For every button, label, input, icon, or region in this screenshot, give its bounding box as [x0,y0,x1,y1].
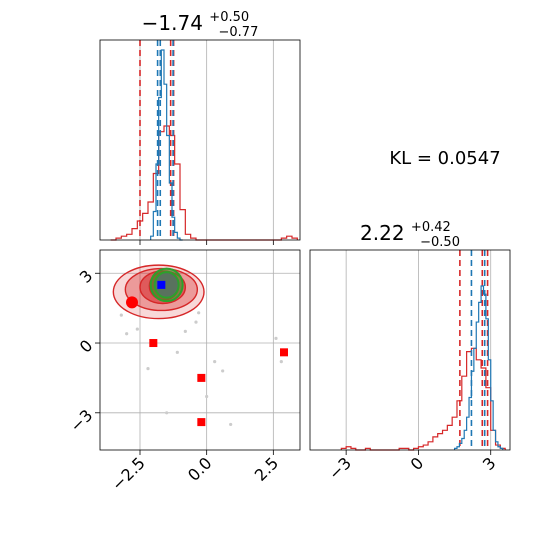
joint-sample-point [197,311,201,315]
marginal-param1-minus: −0.77 [219,25,259,40]
joint-x-tick-label: −2.5 [108,453,149,494]
marginal-param2-x-tick-label: −3 [325,453,355,483]
joint-sample-point [175,350,179,354]
joint-highlight-point [126,296,138,309]
joint-sample-point [229,422,233,427]
marginal-param2-hist-series-1 [453,285,504,450]
joint-sample-point [194,320,198,324]
marginal-param1-panel: −1.74 +0.50 −0.77 [99,2,301,245]
joint-panel: −2.5 0.0 2.5 −3 0 3 [66,249,301,494]
marginal-param2-title: 2.22 +0.42 −0.50 [360,212,460,250]
joint-sample-point [165,411,169,415]
marginal-param1-median: −1.74 [142,11,203,35]
marginal-param2-plus: +0.42 [411,220,451,235]
joint-sample-point [213,360,217,364]
joint-sample-point [183,329,187,333]
joint-sample-point [135,327,139,331]
marginal-param1-hist-series-1 [150,49,183,241]
joint-marker [197,373,206,382]
joint-sample-point [125,332,129,336]
marginal-param2-panel: 2.22 +0.42 −0.50 −3 0 3 [309,212,511,484]
joint-sample-point [205,394,209,399]
joint-y-tick-label: −3 [66,406,96,436]
marginal-param1-axes-frame [99,39,301,241]
marginal-param2-axes-frame [309,249,511,451]
joint-sample-point [279,360,283,364]
joint-sample-point [146,367,150,371]
marginal-param2-hist-series-0 [340,347,506,451]
kl-label: KL = 0.0547 [389,148,500,169]
marginal-param1-plus: +0.50 [209,10,249,25]
joint-green-contour [153,271,180,299]
joint-truth-marker [157,280,166,289]
marginal-param2-minus: −0.50 [420,235,460,250]
joint-x-tick-label: 2.5 [251,453,282,484]
joint-x-tick-label: 0.0 [184,453,215,484]
joint-marker [197,418,206,427]
marginal-param1-hist-series-0 [110,125,298,241]
joint-sample-point [274,336,278,340]
joint-sample-point [221,369,225,373]
joint-y-tick-label: 3 [76,266,97,287]
joint-marker [149,339,158,348]
joint-marker [280,348,288,357]
marginal-param2-median: 2.22 [360,221,405,245]
joint-axes-frame [99,249,301,451]
marginal-param2-x-tick-label: 0 [407,453,428,474]
joint-y-tick-label: 0 [76,336,97,357]
marginal-param2-x-tick-label: 3 [479,453,500,474]
marginal-param1-title: −1.74 +0.50 −0.77 [142,2,259,40]
joint-sample-point [119,313,123,317]
